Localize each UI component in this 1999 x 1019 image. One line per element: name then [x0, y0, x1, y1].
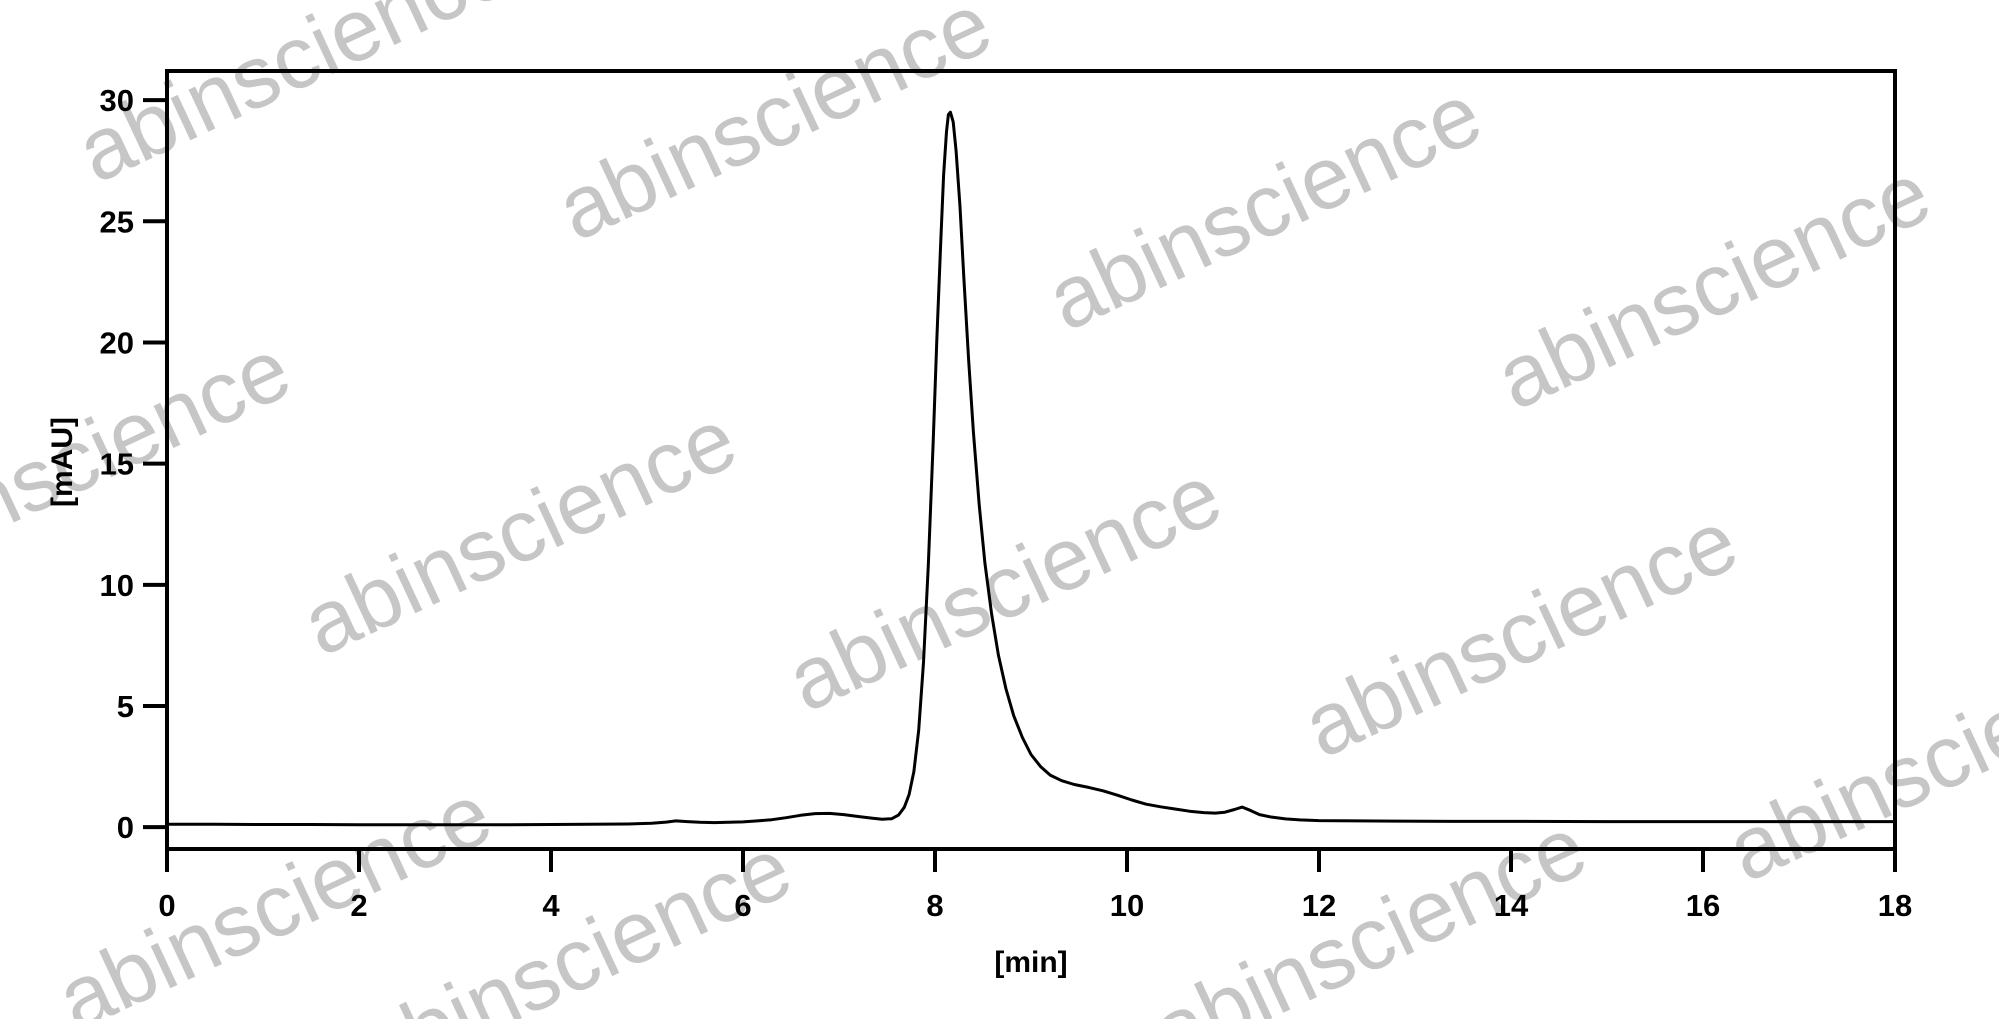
x-axis-tick-labels: 0 2 4 6 8 10 12 14 16 18: [158, 888, 1912, 923]
y-tick-label: 10: [100, 568, 134, 603]
x-tick-label: 0: [158, 888, 175, 923]
y-tick-label: 25: [100, 204, 134, 239]
x-tick-label: 12: [1302, 888, 1336, 923]
plot-frame: [165, 69, 1897, 851]
x-tick-label: 6: [734, 888, 751, 923]
x-tick-label: 4: [542, 888, 560, 923]
y-tick-label: 5: [117, 689, 134, 724]
x-tick-label: 14: [1494, 888, 1529, 923]
y-tick-label: 15: [100, 447, 134, 482]
x-tick-label: 8: [926, 888, 943, 923]
x-axis-ticks: [165, 849, 1897, 872]
y-axis-ticks: [143, 98, 167, 830]
y-tick-label: 30: [100, 83, 134, 118]
x-tick-label: 2: [350, 888, 367, 923]
x-tick-label: 18: [1878, 888, 1912, 923]
x-tick-label: 16: [1686, 888, 1720, 923]
signal-trace: [165, 110, 1897, 827]
y-axis-title: [mAU]: [46, 417, 79, 507]
y-tick-label: 0: [117, 810, 134, 845]
x-axis-title: [min]: [994, 946, 1067, 979]
y-axis-tick-labels: 0 5 10 15 20 25 30: [100, 83, 134, 845]
y-tick-label: 20: [100, 325, 134, 360]
x-tick-label: 10: [1110, 888, 1144, 923]
